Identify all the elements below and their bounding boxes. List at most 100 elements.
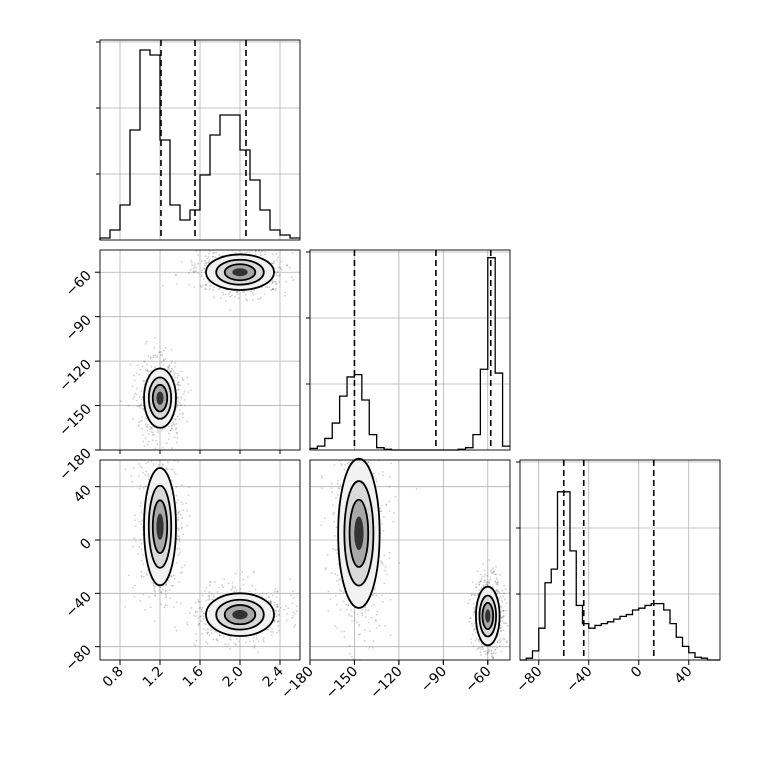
sample-point bbox=[234, 251, 237, 254]
sample-point bbox=[135, 393, 138, 396]
sample-point bbox=[258, 250, 260, 253]
sample-point bbox=[181, 377, 184, 379]
sample-point bbox=[158, 589, 161, 592]
sample-point bbox=[383, 582, 386, 585]
sample-point bbox=[177, 396, 179, 399]
sample-point bbox=[496, 590, 499, 593]
sample-point bbox=[152, 585, 155, 587]
sample-point bbox=[178, 540, 181, 542]
sample-point bbox=[275, 287, 278, 290]
sample-point bbox=[241, 571, 244, 573]
sample-point bbox=[204, 623, 207, 626]
sample-point bbox=[343, 630, 346, 633]
sample-point bbox=[204, 264, 206, 267]
sample-point bbox=[201, 632, 203, 635]
sample-point bbox=[237, 297, 240, 300]
sample-point bbox=[260, 254, 262, 257]
sample-point bbox=[357, 420, 359, 422]
sample-point bbox=[146, 363, 148, 366]
sample-point bbox=[164, 358, 167, 360]
sample-point bbox=[180, 501, 183, 504]
sample-point bbox=[286, 264, 288, 267]
density-contour bbox=[348, 498, 370, 568]
sample-point bbox=[398, 562, 400, 564]
sample-point bbox=[506, 624, 509, 627]
sample-point bbox=[286, 612, 289, 615]
sample-point bbox=[195, 270, 197, 273]
sample-point bbox=[149, 444, 151, 446]
sample-point bbox=[272, 260, 275, 263]
sample-point bbox=[388, 551, 391, 554]
sample-point bbox=[242, 583, 245, 586]
sample-point bbox=[189, 612, 191, 614]
sample-point bbox=[172, 468, 174, 470]
sample-point bbox=[246, 576, 249, 578]
sample-point bbox=[290, 594, 292, 597]
sample-point bbox=[140, 559, 143, 562]
sample-point bbox=[231, 581, 234, 584]
sample-point bbox=[127, 574, 130, 577]
sample-point bbox=[234, 295, 236, 298]
sample-point bbox=[177, 516, 180, 519]
sample-point bbox=[379, 510, 382, 512]
sample-point bbox=[181, 503, 184, 506]
sample-point bbox=[353, 611, 356, 614]
sample-point bbox=[270, 600, 273, 603]
sample-point bbox=[145, 340, 148, 343]
sample-point bbox=[226, 247, 228, 249]
sample-point bbox=[199, 615, 201, 618]
sample-point bbox=[468, 620, 471, 623]
density-contour bbox=[215, 598, 265, 631]
sample-point bbox=[362, 413, 364, 415]
sample-point bbox=[205, 284, 208, 286]
sample-point bbox=[146, 370, 149, 373]
sample-point bbox=[232, 585, 234, 588]
sample-point bbox=[167, 366, 170, 369]
sample-point bbox=[175, 431, 178, 434]
sample-point bbox=[285, 619, 288, 622]
sample-point bbox=[167, 366, 169, 368]
sample-point bbox=[180, 260, 183, 263]
sample-point bbox=[162, 446, 165, 449]
sample-point bbox=[231, 241, 233, 243]
sample-point bbox=[205, 586, 208, 589]
sample-point bbox=[275, 596, 278, 598]
sample-point bbox=[347, 604, 350, 607]
density-contour bbox=[223, 604, 257, 626]
sample-point bbox=[176, 436, 179, 439]
sample-point bbox=[156, 429, 159, 431]
sample-point bbox=[320, 524, 323, 527]
sample-point bbox=[483, 579, 486, 582]
sample-point bbox=[275, 610, 278, 613]
sample-point bbox=[172, 421, 175, 423]
sample-point bbox=[415, 488, 418, 490]
sample-point bbox=[159, 586, 162, 589]
sample-point bbox=[178, 548, 181, 550]
sample-point bbox=[150, 427, 153, 429]
sample-point bbox=[263, 293, 266, 296]
sample-point bbox=[471, 633, 474, 636]
sample-point bbox=[234, 586, 237, 589]
sample-point bbox=[143, 360, 145, 363]
sample-point bbox=[238, 640, 241, 643]
sample-point bbox=[502, 610, 505, 612]
sample-point bbox=[275, 252, 278, 255]
sample-point bbox=[275, 603, 278, 606]
sample-point bbox=[164, 427, 166, 430]
sample-point bbox=[183, 390, 186, 393]
sample-point bbox=[146, 569, 149, 572]
sample-point bbox=[215, 251, 218, 254]
sample-point bbox=[177, 400, 180, 403]
sample-point bbox=[492, 656, 495, 658]
sample-point bbox=[352, 451, 354, 453]
density-contour bbox=[147, 484, 173, 569]
sample-point bbox=[211, 256, 214, 258]
sample-point bbox=[339, 608, 342, 611]
sample-point bbox=[176, 501, 178, 504]
sample-point bbox=[214, 581, 216, 583]
sample-point bbox=[209, 584, 211, 587]
sample-point bbox=[364, 416, 366, 418]
sample-point bbox=[374, 619, 377, 621]
sample-point bbox=[145, 470, 148, 473]
sample-point bbox=[167, 425, 170, 428]
